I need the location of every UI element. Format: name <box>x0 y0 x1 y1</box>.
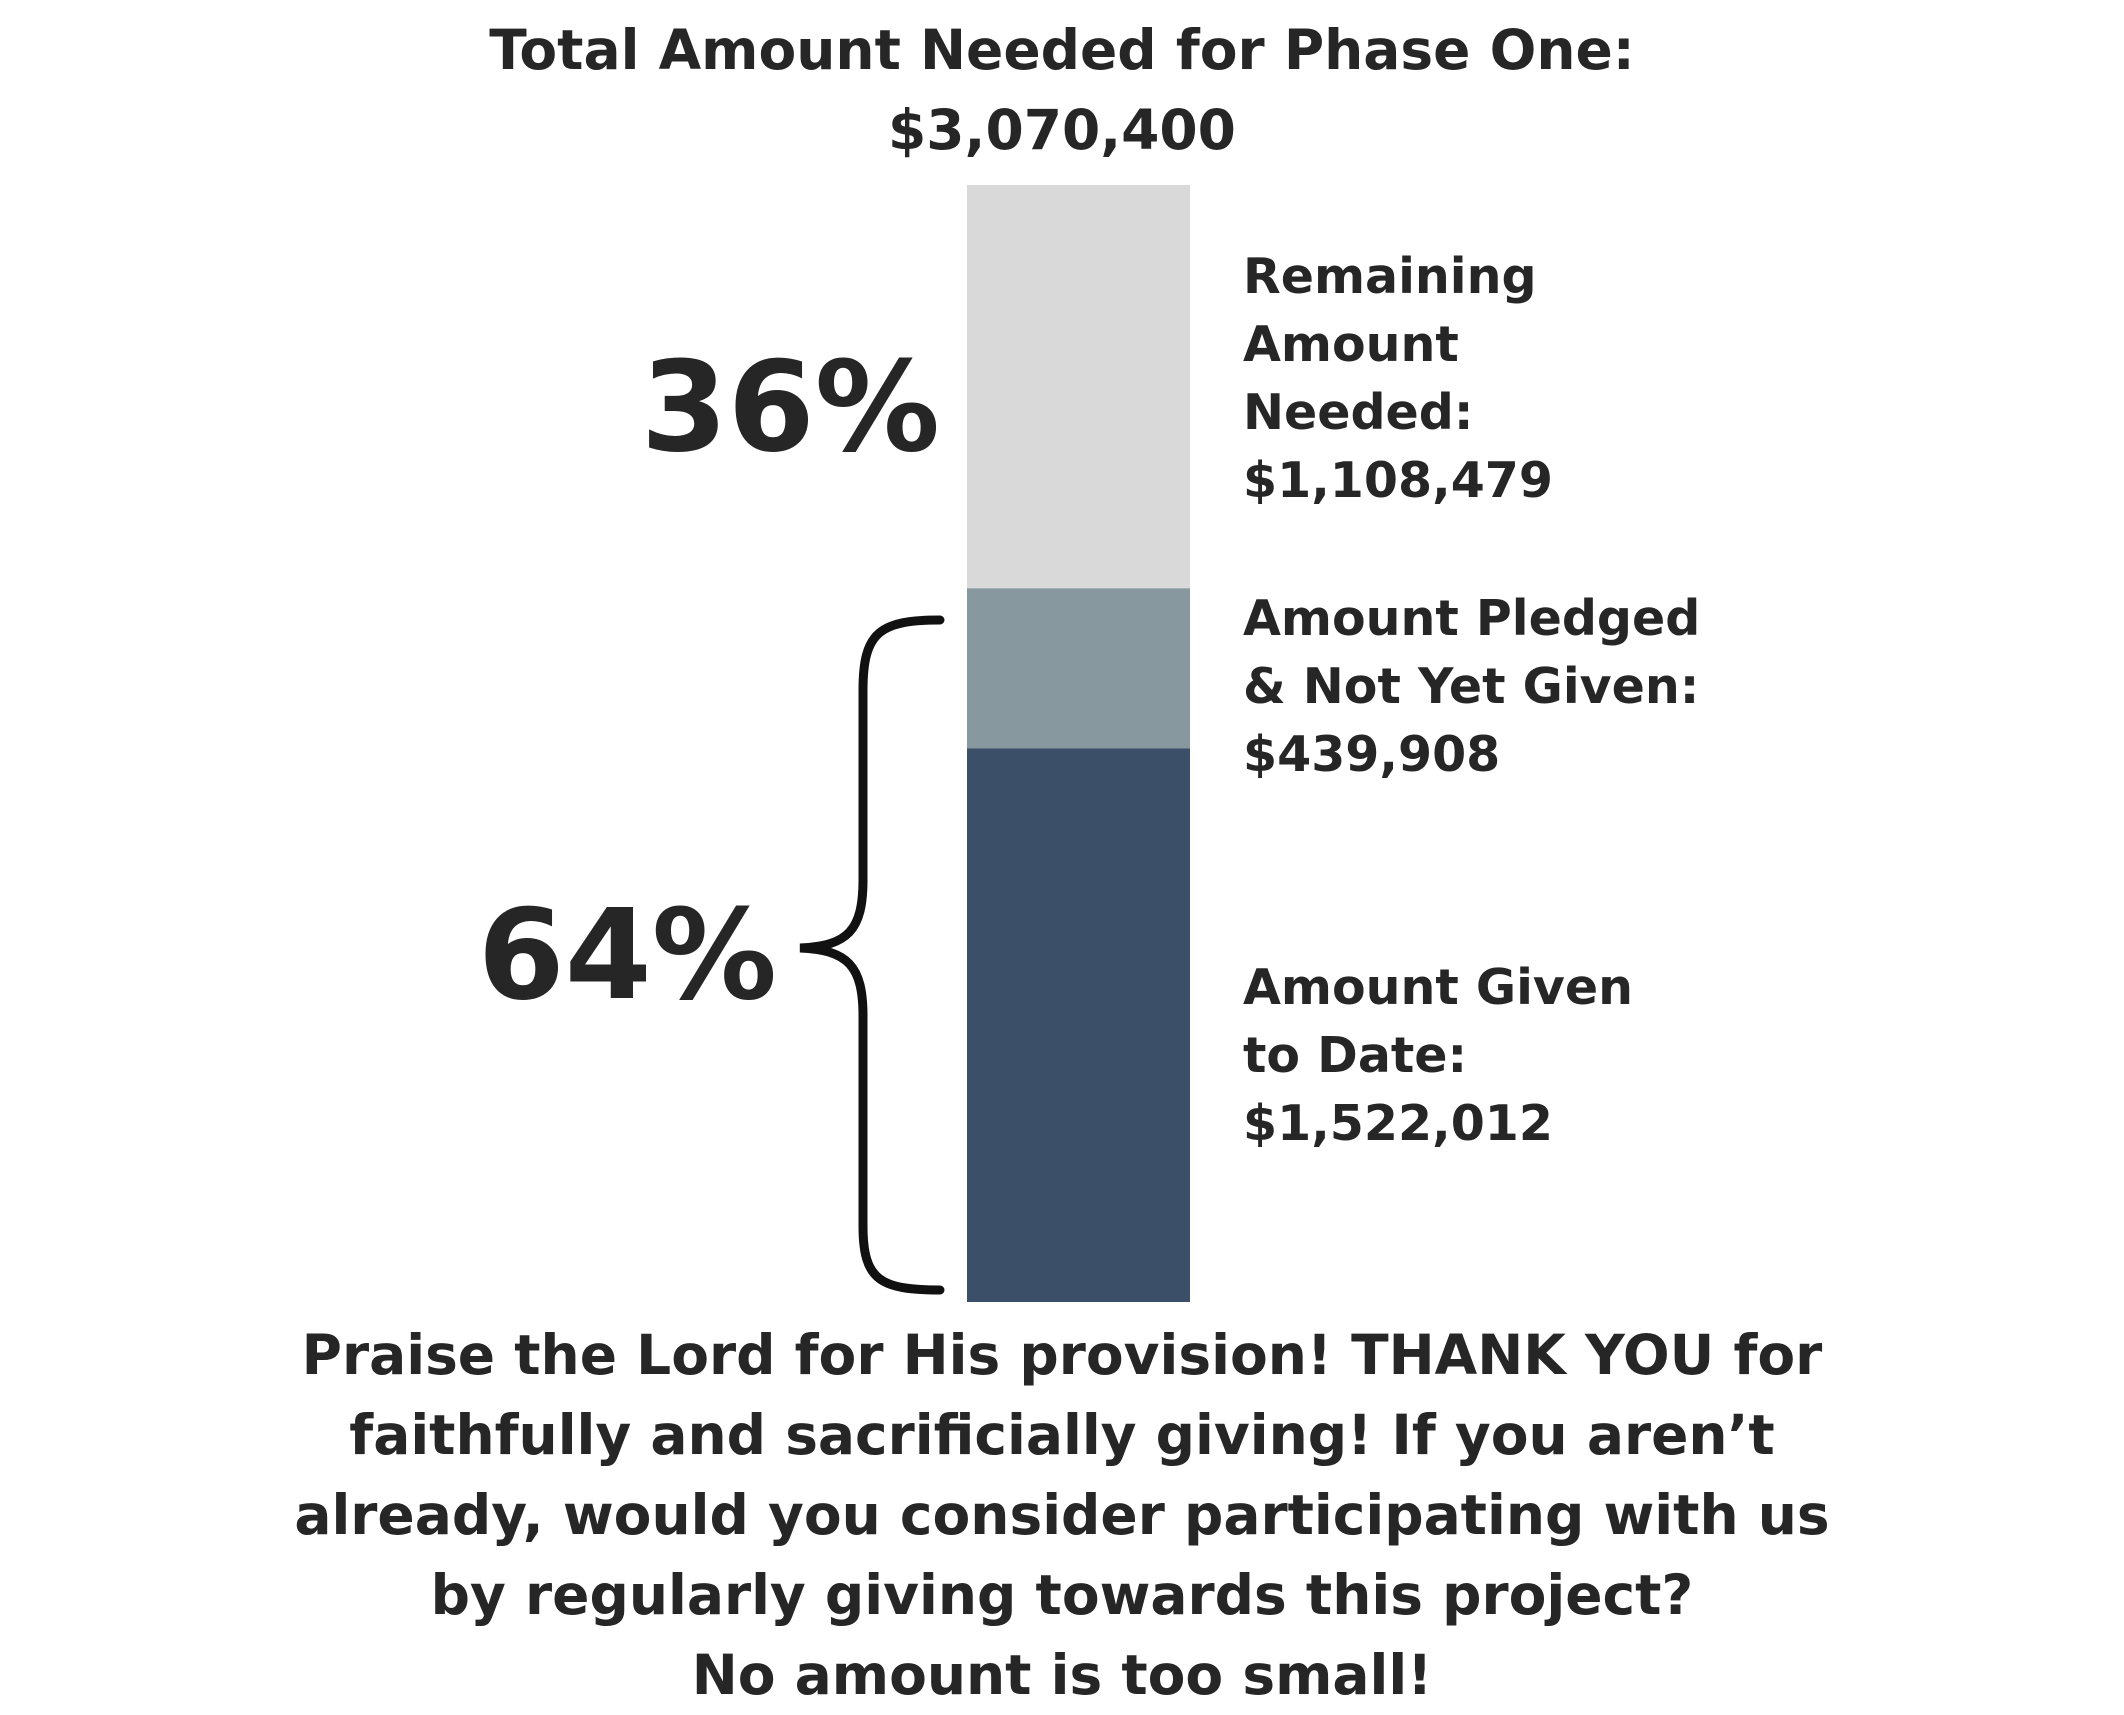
pledged-amount-label: Amount Pledged & Not Yet Given: $439,908 <box>1243 585 1700 789</box>
remaining-label-line: Remaining <box>1243 248 1537 305</box>
raised-brace <box>799 615 945 1295</box>
pledged-label-line: & Not Yet Given: <box>1243 658 1700 715</box>
remaining-amount-value: $1,108,479 <box>1243 452 1553 509</box>
message-line: No amount is too small! <box>691 1643 1433 1707</box>
given-amount-value: $1,522,012 <box>1243 1095 1553 1152</box>
pledged-label-line: Amount Pledged <box>1243 590 1701 647</box>
chart-total-amount: $3,070,400 <box>888 98 1236 162</box>
raised-percent-label: 64% <box>477 883 777 1028</box>
given-label-line: Amount Given <box>1243 959 1633 1016</box>
bar-segment-given <box>967 748 1190 1302</box>
message-line: faithfully and sacrificially giving! If … <box>349 1403 1775 1467</box>
bar-segment-remaining <box>967 185 1190 589</box>
given-amount-label: Amount Given to Date: $1,522,012 <box>1243 954 1633 1158</box>
bar-segment-pledged <box>967 588 1190 749</box>
remaining-label-line: Needed: <box>1243 384 1474 441</box>
remaining-label-line: Amount <box>1243 316 1459 373</box>
pledged-amount-value: $439,908 <box>1243 726 1501 783</box>
message-line: already, would you consider participatin… <box>294 1483 1830 1547</box>
message-line: by regularly giving towards this project… <box>430 1563 1694 1627</box>
chart-title: Total Amount Needed for Phase One: <box>489 18 1635 82</box>
remaining-amount-label: Remaining Amount Needed: $1,108,479 <box>1243 243 1553 515</box>
message-line: Praise the Lord for His provision! THANK… <box>301 1323 1823 1387</box>
given-label-line: to Date: <box>1243 1027 1468 1084</box>
thank-you-message: Praise the Lord for His provision! THANK… <box>0 1315 2124 1715</box>
remaining-percent-label: 36% <box>640 335 940 480</box>
